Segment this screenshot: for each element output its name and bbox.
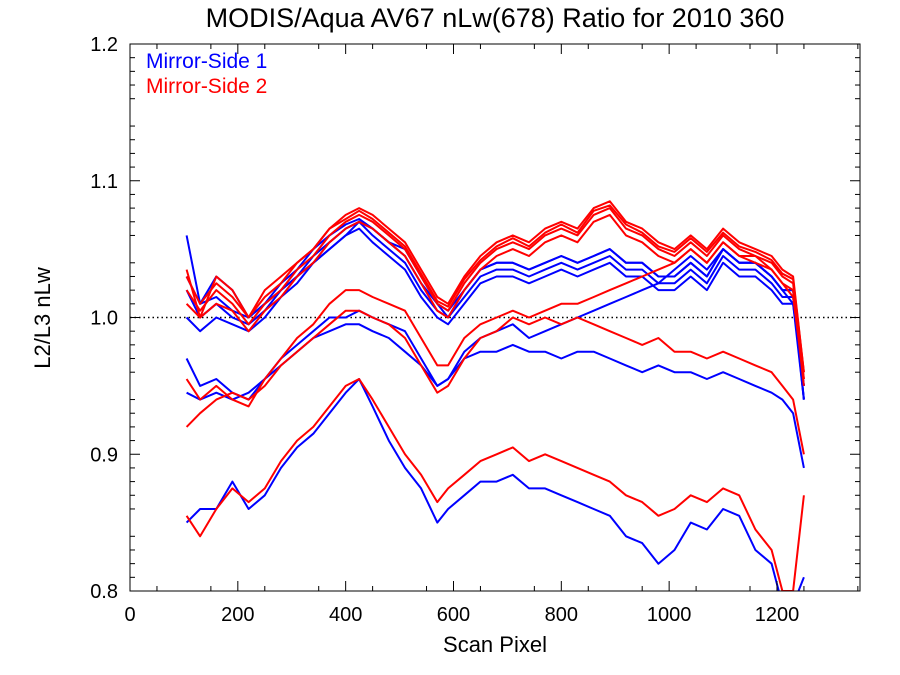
y-tick-label: 1.2 — [90, 34, 118, 56]
y-tick-label: 0.8 — [90, 581, 118, 603]
x-axis-label: Scan Pixel — [443, 632, 547, 657]
series-line-2 — [185, 220, 805, 400]
y-tick-label: 0.9 — [90, 444, 118, 466]
x-tick-label: 600 — [437, 604, 470, 626]
series-line-4 — [185, 227, 805, 400]
x-tick-label: 800 — [545, 604, 578, 626]
series-line-14 — [185, 378, 805, 591]
series-line-6 — [186, 323, 805, 469]
series-line-8 — [185, 200, 805, 373]
series-line-3 — [185, 218, 805, 400]
y-tick-label: 1.0 — [90, 308, 118, 330]
series-line-9 — [185, 207, 805, 380]
legend-entry: Mirror-Side 2 — [146, 75, 267, 98]
x-tick-label: 0 — [124, 604, 135, 626]
chart-title: MODIS/Aqua AV67 nLw(678) Ratio for 2010 … — [206, 3, 785, 33]
series-line-10 — [185, 204, 805, 373]
x-tick-label: 1200 — [755, 604, 800, 626]
y-axis: 0.8 0.9 1.0 1.1 1.2 — [90, 34, 860, 603]
x-tick-label: 400 — [329, 604, 362, 626]
legend-entry: Mirror-Side 1 — [146, 50, 267, 73]
y-axis-label: L2/L3 nLw — [30, 267, 55, 369]
y-tick-label: 1.1 — [90, 171, 118, 193]
x-axis: 0 200 400 600 800 1000 1200 — [124, 44, 859, 626]
plot-area — [130, 200, 860, 591]
x-tick-label: 200 — [221, 604, 254, 626]
x-tick-label: 1000 — [647, 604, 692, 626]
series-line-13 — [185, 309, 805, 455]
series-line-12 — [185, 241, 805, 408]
series-line-7 — [185, 378, 805, 591]
